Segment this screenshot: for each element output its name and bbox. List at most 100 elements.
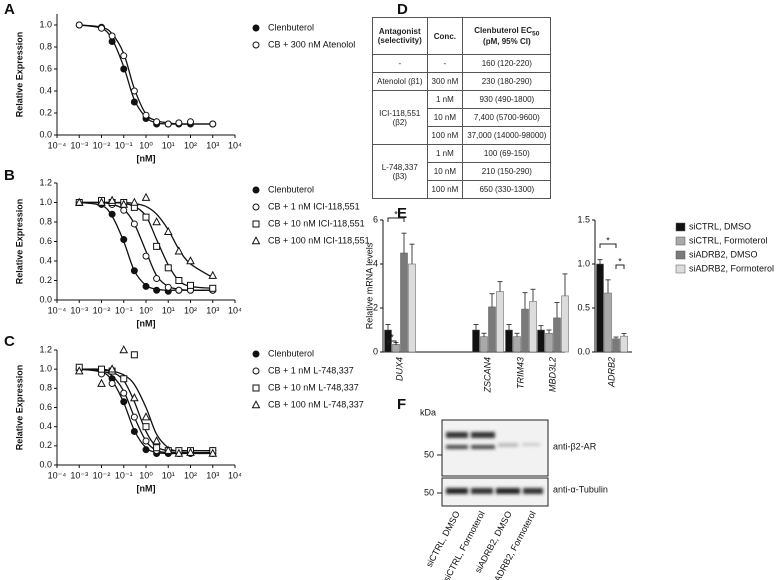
error-bar bbox=[530, 288, 536, 302]
header-cell: Conc. bbox=[426, 17, 464, 55]
panel-label: B bbox=[4, 167, 15, 184]
data-point bbox=[153, 275, 161, 283]
ec50-cell: 930 (490-1800) bbox=[462, 90, 552, 109]
data-point bbox=[119, 345, 129, 354]
data-point bbox=[120, 398, 128, 406]
x-tick-label: 10⁻³ bbox=[70, 140, 88, 150]
error-bar bbox=[605, 279, 611, 294]
data-point bbox=[163, 226, 173, 236]
y-tick-label: 4 bbox=[373, 258, 378, 268]
bar bbox=[620, 335, 628, 353]
data-point bbox=[142, 437, 150, 445]
x-tick-label: 10⁻¹ bbox=[115, 305, 133, 315]
data-point bbox=[120, 52, 128, 60]
data-point bbox=[187, 281, 194, 289]
y-axis-label: Relative Expression bbox=[14, 365, 24, 451]
legend-marker bbox=[252, 24, 260, 32]
y-tick-label: 0.4 bbox=[39, 421, 52, 431]
data-point bbox=[153, 118, 161, 126]
y-axis-label: Relative Expression bbox=[14, 199, 24, 285]
conc-cell: 100 nM bbox=[426, 126, 464, 145]
data-point bbox=[153, 242, 161, 250]
x-tick-label: 10⁻⁴ bbox=[48, 305, 67, 315]
antagonist-name: Atenolol bbox=[377, 77, 406, 86]
error-bar bbox=[481, 332, 487, 337]
panel-label: F bbox=[397, 396, 406, 413]
data-point bbox=[107, 364, 117, 373]
data-point bbox=[120, 65, 128, 73]
x-axis-label: [nM] bbox=[137, 483, 156, 493]
panel-label: D bbox=[397, 1, 408, 18]
data-point bbox=[164, 264, 172, 272]
ec50-cell: 7,400 (5700-9600) bbox=[462, 108, 552, 127]
data-point bbox=[153, 286, 161, 294]
blot-bands bbox=[446, 488, 543, 494]
x-tick-label: 10⁴ bbox=[228, 140, 242, 150]
data-point bbox=[130, 197, 139, 206]
bar bbox=[472, 329, 480, 353]
error-bar bbox=[473, 324, 479, 330]
bar bbox=[505, 329, 513, 353]
legend-label: siCTRL, Formoterol bbox=[689, 235, 768, 245]
data-point bbox=[130, 220, 138, 228]
data-point bbox=[142, 213, 150, 221]
data-point bbox=[186, 256, 195, 265]
marker-label: 50 bbox=[424, 487, 434, 497]
significance-bracket bbox=[387, 217, 405, 222]
header-row: Antagonist (selectivity) Conc. Clenbuterol … bbox=[372, 17, 552, 55]
y-tick-label: 0.8 bbox=[39, 383, 52, 393]
error-bar bbox=[562, 273, 568, 296]
legend-swatch bbox=[675, 250, 686, 260]
data-point bbox=[209, 120, 217, 128]
x-tick-label: 10¹ bbox=[162, 140, 175, 150]
legend-label: siADRB2, DMSO bbox=[689, 249, 758, 259]
legend-marker bbox=[251, 236, 261, 245]
antagonist-name: ICI-118,551 bbox=[379, 108, 421, 118]
ec50-table: Antagonist (selectivity) Conc. Clenbuterol … bbox=[372, 17, 552, 199]
bar bbox=[596, 263, 604, 353]
data-point bbox=[175, 119, 183, 127]
data-point bbox=[209, 284, 217, 292]
y-tick-label: 2 bbox=[373, 302, 378, 312]
panel-label: A bbox=[4, 1, 15, 18]
x-tick-label: MBD3L2 bbox=[547, 357, 557, 392]
error-bar bbox=[546, 329, 552, 334]
legend-label: CB + 300 nM Atenolol bbox=[268, 39, 355, 49]
conc-cell: 1 nM bbox=[426, 90, 464, 109]
data-point bbox=[153, 444, 161, 452]
significance-mark: * bbox=[606, 235, 610, 245]
legend-label: CB + 1 nM L-748,337 bbox=[268, 365, 354, 375]
data-point bbox=[98, 365, 105, 373]
bar bbox=[480, 336, 488, 353]
antibody-label: anti-α-Tubulin bbox=[553, 484, 608, 494]
marker-label: 50 bbox=[424, 449, 434, 459]
antagonist-name: L-748,337 bbox=[381, 162, 418, 172]
fit-curve bbox=[79, 24, 213, 125]
y-tick-label: 0.2 bbox=[39, 275, 52, 285]
table-row: L-748,337 (β3) 1 nM 100 (69-150) bbox=[372, 144, 552, 199]
y-tick-label: 0.8 bbox=[39, 41, 52, 51]
data-point bbox=[130, 98, 138, 106]
x-axis-label: [nM] bbox=[137, 153, 156, 163]
data-point bbox=[75, 21, 83, 29]
y-tick-label: 0.0 bbox=[577, 346, 590, 356]
x-tick-label: 10⁰ bbox=[139, 140, 153, 150]
antibody-label: anti-β2-AR bbox=[553, 441, 597, 451]
legend-marker bbox=[252, 350, 260, 358]
x-tick-label: 10² bbox=[184, 305, 197, 315]
y-tick-label: 0.0 bbox=[39, 294, 52, 304]
legend-label: Clenbuterol bbox=[268, 348, 314, 358]
x-tick-label: 10⁻³ bbox=[70, 305, 88, 315]
data-point bbox=[97, 378, 106, 387]
data-point bbox=[141, 192, 151, 201]
error-bar bbox=[621, 333, 627, 337]
antagonist-selectivity: (β1) bbox=[408, 77, 423, 86]
table-row: 100 nM 650 (330-1300) bbox=[373, 180, 552, 199]
data-point bbox=[97, 197, 106, 206]
data-point bbox=[120, 389, 128, 397]
y-tick-label: 0.6 bbox=[39, 236, 52, 246]
ec50-cell: 650 (330-1300) bbox=[462, 180, 552, 199]
x-tick-label: 10³ bbox=[206, 140, 219, 150]
blot-bands bbox=[446, 432, 540, 449]
conc-cell: 10 nM bbox=[426, 108, 464, 127]
